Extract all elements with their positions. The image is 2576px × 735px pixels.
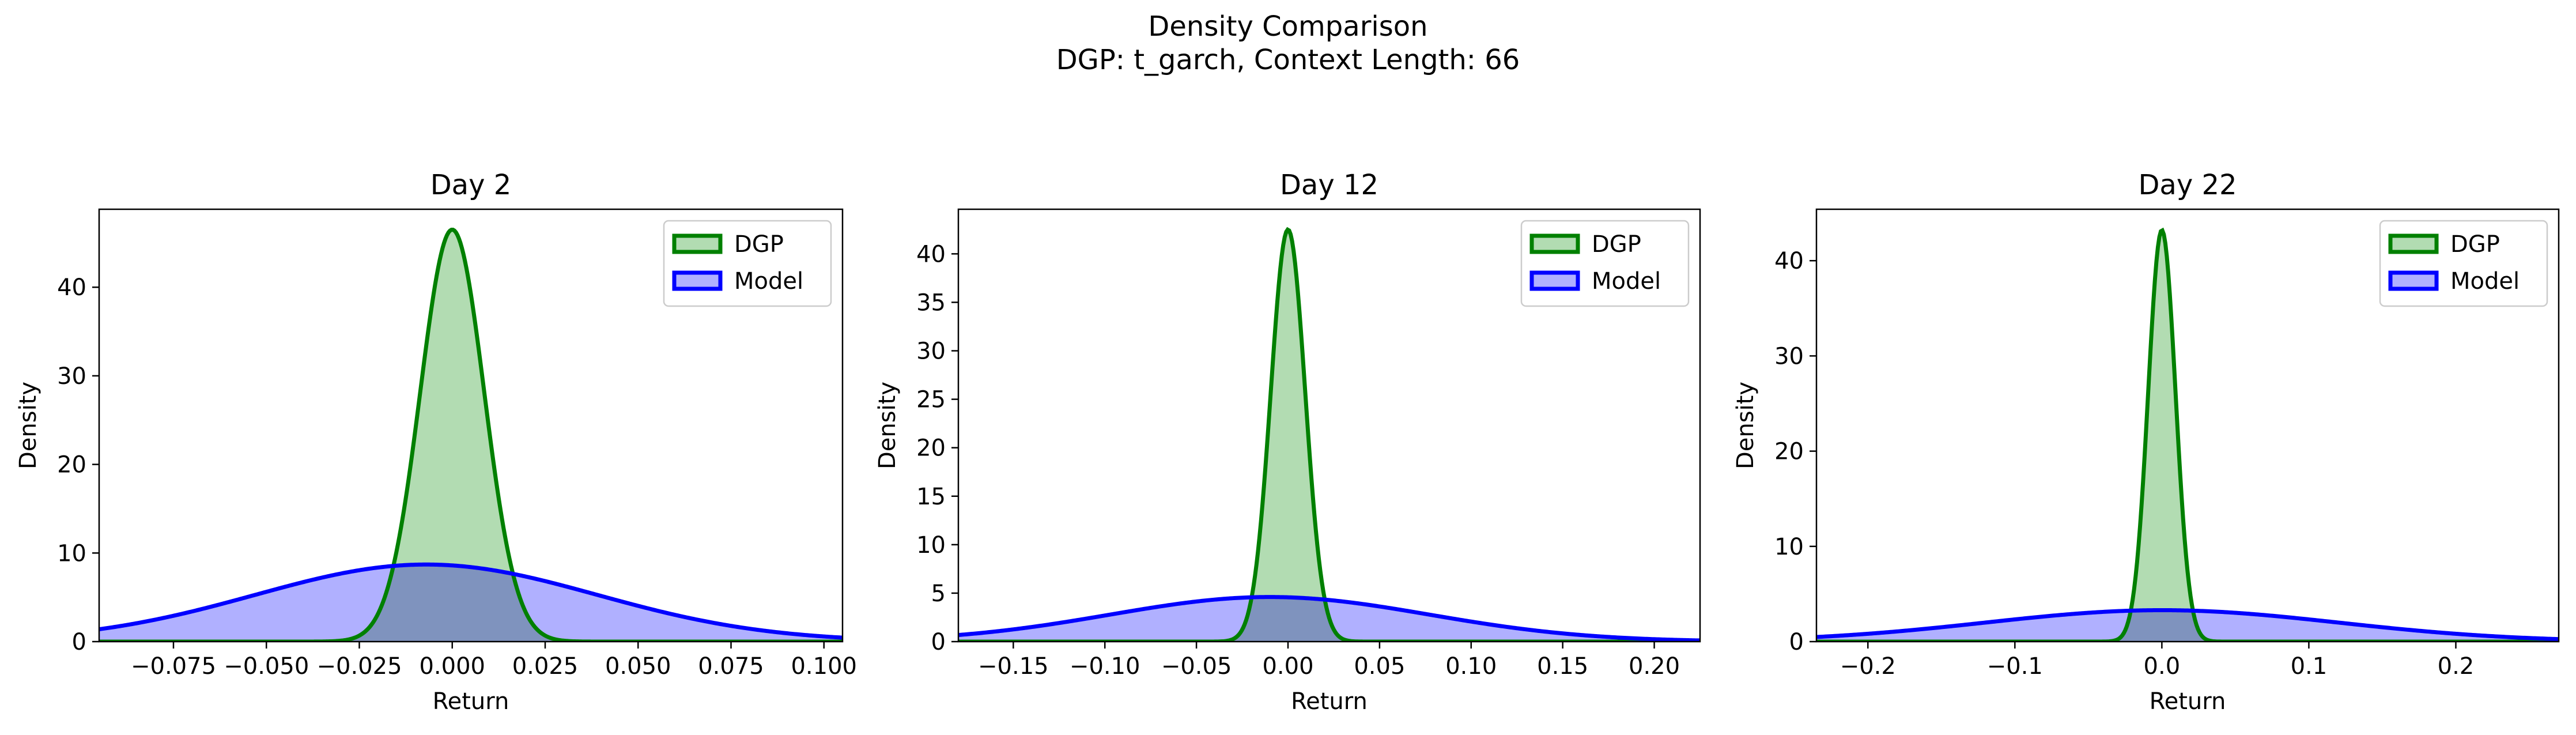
dgp-density-fill (99, 229, 843, 642)
legend-dgp-label: DGP (2450, 231, 2500, 258)
legend: DGP Model (663, 220, 832, 307)
model-density-line (99, 562, 843, 640)
legend-dgp-label: DGP (734, 231, 784, 258)
y-tick-label: 20 (1774, 439, 1804, 465)
x-tick-label: 0.075 (698, 653, 764, 680)
x-tick-label: 0.2 (2438, 653, 2475, 680)
x-tick-label: −0.10 (1070, 653, 1140, 680)
y-tick-label: 30 (916, 338, 946, 365)
plot-area (1816, 227, 2559, 642)
y-tick-label: 5 (931, 581, 946, 607)
y-tick-label: 35 (916, 289, 946, 316)
figure-subtitle: DGP: t_garch, Context Length: 66 (1056, 44, 1520, 76)
legend-model-swatch (672, 270, 723, 291)
y-tick-label: 30 (1774, 343, 1804, 370)
subplot-title: Day 22 (2138, 169, 2237, 201)
y-tick-label: 25 (916, 387, 946, 413)
subplot-title: Day 12 (1280, 169, 1378, 201)
x-tick-label: 0.025 (512, 653, 579, 680)
plot-area (99, 228, 843, 642)
legend-model-swatch (2388, 270, 2439, 291)
x-tick-label: 0.1 (2291, 653, 2328, 680)
legend: DGP Model (1520, 220, 1690, 307)
model-density-line (958, 595, 1700, 642)
legend-dgp-swatch (672, 233, 723, 254)
legend-model-swatch (1529, 270, 1580, 291)
overlap-density-fill (99, 564, 843, 642)
x-tick-label: 0.20 (1629, 653, 1680, 680)
y-tick-label: 0 (931, 629, 946, 655)
subplot-day-panel: −0.2 −0.1 0.0 0.1 0.2 0 10 20 30 40 Day 22 Return De… (1732, 169, 2560, 715)
x-tick-label: 0.0 (2144, 653, 2181, 680)
y-axis-label: Density (15, 382, 41, 469)
overlap-density-fill (1816, 610, 2559, 642)
y-tick-label: 40 (916, 241, 946, 267)
subplots-container: −0.075 −0.050 −0.025 0.000 0.025 0.050 0.075 0.… (15, 169, 2560, 715)
y-tick-label: 40 (57, 274, 86, 301)
subplot-day-panel: −0.075 −0.050 −0.025 0.000 0.025 0.050 0.075 0.… (15, 169, 857, 715)
y-tick-label: 10 (57, 540, 86, 567)
y-tick-label: 10 (916, 532, 946, 559)
x-tick-label: 0.05 (1354, 653, 1405, 680)
x-axis-label: Return (1291, 688, 1368, 715)
axes-frame (957, 208, 1701, 643)
y-tick-label: 10 (1774, 534, 1804, 560)
y-tick-label: 40 (1774, 248, 1804, 274)
x-tick-label: −0.025 (316, 653, 402, 680)
y-tick-label: 0 (72, 629, 86, 655)
x-tick-label: 0.10 (1445, 653, 1497, 680)
x-tick-label: −0.1 (1987, 653, 2043, 680)
x-axis-label: Return (433, 688, 509, 715)
dgp-density-line (958, 227, 1700, 642)
x-tick-label: 0.000 (419, 653, 485, 680)
dgp-density-line (99, 228, 843, 642)
x-tick-label: 0.00 (1262, 653, 1313, 680)
x-tick-label: −0.05 (1161, 653, 1232, 680)
legend-dgp-swatch (1529, 233, 1580, 254)
subplot-title: Day 2 (430, 169, 512, 201)
x-tick-label: 0.100 (791, 653, 857, 680)
y-tick-label: 15 (916, 484, 946, 510)
y-tick-label: 30 (57, 363, 86, 390)
x-tick-label: −0.050 (224, 653, 309, 680)
y-tick-label: 20 (916, 435, 946, 462)
axes-frame (98, 208, 844, 643)
legend: DGP Model (2379, 220, 2548, 307)
y-tick-label: 20 (57, 452, 86, 478)
legend-model-label: Model (1592, 268, 1661, 295)
x-axis-label: Return (2150, 688, 2226, 715)
plot-area (958, 227, 1700, 642)
x-tick-label: −0.075 (131, 653, 216, 680)
model-density-line (1816, 608, 2559, 642)
y-axis-label: Density (1732, 382, 1759, 469)
figure-title: Density Comparison (1148, 10, 1427, 43)
x-tick-label: 0.15 (1537, 653, 1588, 680)
legend-model-label: Model (2450, 268, 2520, 295)
x-tick-label: −0.15 (978, 653, 1049, 680)
dgp-density-line (1816, 227, 2559, 642)
axes-frame (1815, 208, 2560, 643)
x-tick-label: −0.2 (1840, 653, 1896, 680)
x-tick-label: 0.050 (605, 653, 671, 680)
subplot-day-panel: −0.15 −0.10 −0.05 0.00 0.05 0.10 0.15 0.20 0 5 10 1… (874, 169, 1701, 715)
legend-dgp-swatch (2388, 233, 2439, 254)
legend-model-label: Model (734, 268, 803, 295)
legend-dgp-label: DGP (1592, 231, 1641, 258)
y-tick-label: 0 (1789, 629, 1804, 655)
y-axis-label: Density (874, 382, 901, 469)
